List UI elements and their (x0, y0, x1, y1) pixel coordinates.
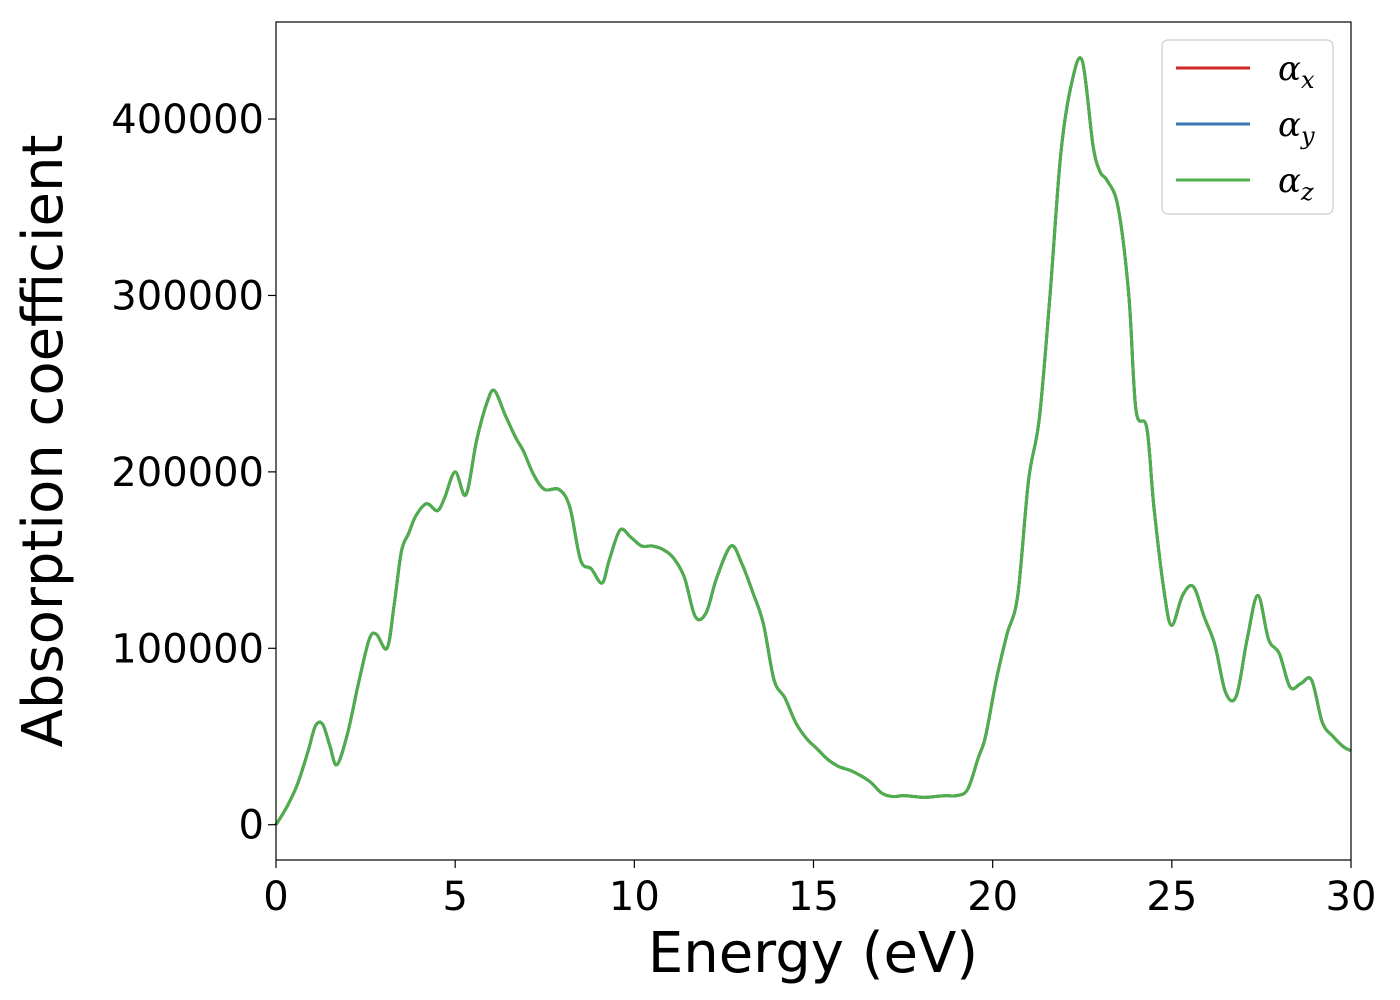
y-axis-label: Absorption coefficient (11, 135, 76, 748)
x-tick-label: 0 (263, 874, 288, 920)
legend-subscript: y (1300, 122, 1315, 150)
y-tick-label: 0 (239, 803, 264, 849)
y-tick-label: 300000 (111, 273, 264, 319)
legend-box (1161, 39, 1334, 215)
legend-label-x: αx (1278, 49, 1315, 94)
x-tick-label: 10 (609, 874, 660, 920)
legend-subscript: x (1301, 66, 1315, 94)
y-tick-label: 100000 (111, 626, 264, 672)
x-axis-label: Energy (eV) (648, 921, 978, 986)
x-tick-label: 25 (1146, 874, 1197, 920)
x-tick-label: 5 (442, 874, 467, 920)
x-tick-label: 15 (788, 874, 839, 920)
y-axis: 0 100000 200000 300000 400000 (111, 97, 276, 849)
legend-label-y: αy (1278, 105, 1315, 150)
series-line-2 (274, 56, 1352, 826)
x-tick-label: 20 (967, 874, 1018, 920)
x-tick-label: 30 (1326, 874, 1377, 920)
y-tick-label: 400000 (111, 97, 264, 143)
x-axis: 0 5 10 15 20 25 30 (263, 860, 1376, 920)
y-tick-label: 200000 (111, 450, 264, 496)
series-layer (274, 56, 1352, 826)
legend-subscript: z (1300, 178, 1314, 206)
